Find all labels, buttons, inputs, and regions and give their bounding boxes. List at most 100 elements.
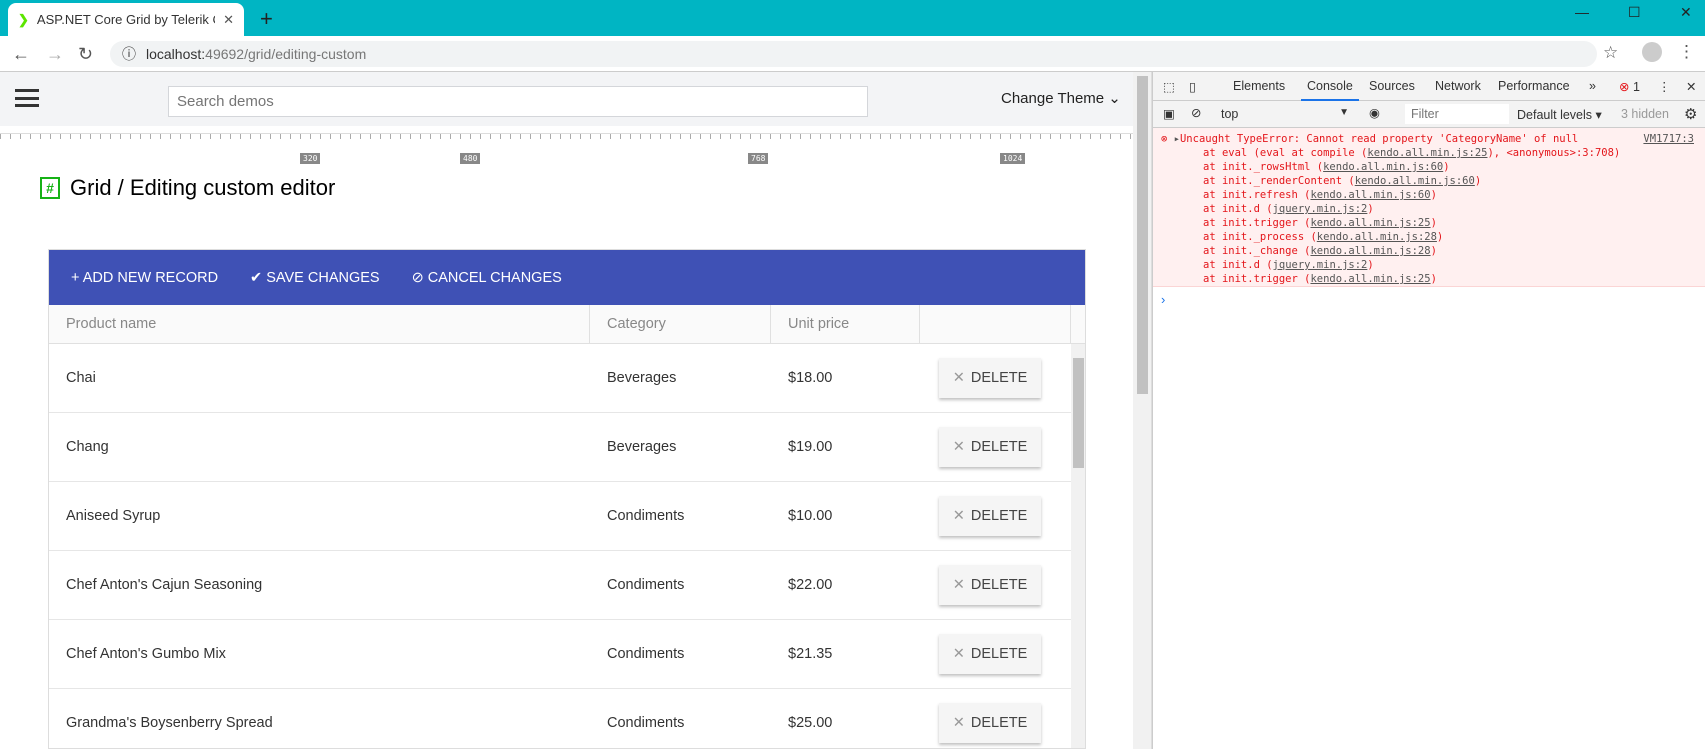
frame-link[interactable]: kendo.all.min.js:25 — [1367, 147, 1488, 159]
delete-button[interactable]: ✕ DELETE — [939, 703, 1041, 743]
levels-label: Default levels — [1517, 108, 1593, 122]
column-header-product-name[interactable]: Product name — [49, 305, 590, 344]
clear-console-icon[interactable]: ⊘ — [1191, 106, 1202, 120]
frame-text: at init.trigger ( — [1203, 273, 1311, 285]
frame-link[interactable]: kendo.all.min.js:60 — [1354, 175, 1475, 187]
table-row[interactable]: Grandma's Boysenberry Spread Condiments … — [49, 689, 1071, 748]
add-new-record-button[interactable]: + ADD NEW RECORD — [71, 270, 218, 286]
page-scrollbar-thumb[interactable] — [1137, 76, 1148, 394]
table-row[interactable]: Chef Anton's Gumbo Mix Condiments $21.35… — [49, 620, 1071, 689]
inspect-element-icon[interactable]: ⬚ — [1163, 80, 1175, 94]
product-name-cell: Grandma's Boysenberry Spread — [66, 715, 273, 731]
tab-performance[interactable]: Performance — [1498, 79, 1570, 93]
url-bar[interactable]: ⓘ localhost:49692/grid/editing-custom — [110, 41, 1597, 67]
delete-button[interactable]: ✕ DELETE — [939, 634, 1041, 674]
frame-text: at init._change ( — [1203, 245, 1311, 257]
error-headline[interactable]: ⊗ ▸Uncaught TypeError: Cannot read prope… — [1153, 132, 1705, 146]
devtools-menu-icon[interactable]: ⋮ — [1658, 80, 1671, 94]
minimize-icon[interactable]: — — [1575, 4, 1589, 20]
table-row[interactable]: Chang Beverages $19.00 ✕ DELETE — [49, 413, 1071, 482]
forward-icon[interactable]: → — [46, 44, 64, 64]
tab-strip: ❯ ASP.NET Core Grid by Telerik Cus ✕ + —… — [0, 0, 1705, 36]
frame-suffix: ) — [1443, 161, 1450, 173]
cancel-changes-button[interactable]: ⊘ CANCEL CHANGES — [412, 270, 562, 286]
frame-suffix: ) — [1436, 231, 1444, 243]
grid-scrollbar-thumb[interactable] — [1073, 358, 1084, 468]
category-cell: Condiments — [607, 646, 685, 662]
chevron-down-icon: ⌄ — [1108, 90, 1121, 107]
delete-label: DELETE — [970, 646, 1028, 662]
tab-sources[interactable]: Sources — [1369, 79, 1415, 93]
delete-label: DELETE — [970, 715, 1028, 731]
bookmark-star-icon[interactable]: ☆ — [1603, 43, 1619, 62]
frame-suffix: ) — [1430, 189, 1437, 201]
close-window-icon[interactable]: ✕ — [1680, 4, 1692, 20]
close-devtools-icon[interactable]: ✕ — [1686, 80, 1697, 94]
delete-button[interactable]: ✕ DELETE — [939, 358, 1041, 398]
context-select[interactable]: top ▼ — [1221, 107, 1349, 121]
frame-link[interactable]: kendo.all.min.js:28 — [1316, 231, 1437, 243]
live-expression-eye-icon[interactable]: ◉ — [1369, 106, 1380, 120]
search-input[interactable] — [168, 86, 868, 117]
back-icon[interactable]: ← — [12, 44, 30, 64]
reload-icon[interactable]: ↻ — [78, 44, 94, 64]
frame-suffix: ) — [1430, 217, 1437, 229]
table-row[interactable]: Chai Beverages $18.00 ✕ DELETE — [49, 344, 1071, 413]
delete-button[interactable]: ✕ DELETE — [939, 496, 1041, 536]
cancel-label: CANCEL CHANGES — [427, 269, 562, 286]
close-tab-icon[interactable]: ✕ — [223, 11, 234, 27]
frame-link[interactable]: jquery.min.js:2 — [1272, 259, 1368, 271]
tab-elements[interactable]: Elements — [1233, 79, 1286, 93]
stack-frame: at init._rowsHtml (kendo.all.min.js:60) — [1153, 160, 1705, 174]
unit-price-cell: $21.35 — [788, 646, 833, 662]
hamburger-menu-icon[interactable] — [15, 89, 39, 107]
stack-frame: at init._renderContent (kendo.all.min.js… — [1153, 174, 1705, 188]
delete-button[interactable]: ✕ DELETE — [939, 427, 1041, 467]
maximize-icon[interactable]: ☐ — [1628, 4, 1641, 20]
frame-suffix: ) — [1430, 245, 1437, 257]
new-tab-button[interactable]: + — [260, 6, 273, 31]
console-prompt[interactable]: › — [1161, 292, 1166, 307]
demo-header: Change Theme ⌄ — [0, 72, 1133, 126]
error-count-badge[interactable]: ⊗ 1 — [1619, 79, 1640, 94]
unit-price-cell: $19.00 — [788, 439, 833, 455]
error-text: Uncaught TypeError: Cannot read property… — [1179, 133, 1579, 145]
grid-scrollbar[interactable] — [1071, 344, 1085, 748]
settings-gear-icon[interactable]: ⚙ — [1684, 106, 1698, 123]
table-row[interactable]: Chef Anton's Cajun Seasoning Condiments … — [49, 551, 1071, 620]
frame-link[interactable]: kendo.all.min.js:25 — [1310, 273, 1431, 285]
frame-link[interactable]: kendo.all.min.js:60 — [1310, 189, 1431, 201]
stack-frame: at init.trigger (kendo.all.min.js:25) — [1153, 216, 1705, 230]
save-changes-button[interactable]: ✔ SAVE CHANGES — [250, 270, 380, 286]
more-tabs-icon[interactable]: » — [1589, 79, 1596, 93]
tab-network[interactable]: Network — [1435, 79, 1481, 93]
page-content: Change Theme ⌄ 320 480 768 1024 # Grid /… — [0, 72, 1133, 749]
save-label: SAVE CHANGES — [266, 269, 380, 286]
frame-link[interactable]: kendo.all.min.js:25 — [1310, 217, 1431, 229]
change-theme-button[interactable]: Change Theme ⌄ — [1001, 89, 1121, 107]
tab-console[interactable]: Console — [1301, 79, 1359, 101]
delete-button[interactable]: ✕ DELETE — [939, 565, 1041, 605]
ruler-label: 320 — [300, 153, 321, 164]
frame-link[interactable]: kendo.all.min.js:60 — [1323, 161, 1444, 173]
frame-link[interactable]: jquery.min.js:2 — [1272, 203, 1368, 215]
log-levels-select[interactable]: Default levels ▾ — [1517, 108, 1602, 122]
table-row[interactable]: Aniseed Syrup Condiments $10.00 ✕ DELETE — [49, 482, 1071, 551]
expand-triangle-icon[interactable]: ▸ — [1173, 133, 1180, 145]
device-toolbar-icon[interactable]: ▯ — [1189, 80, 1196, 94]
info-icon[interactable]: ⓘ — [122, 46, 136, 62]
console-filter-input[interactable] — [1405, 104, 1509, 124]
column-header-unit-price[interactable]: Unit price — [771, 305, 920, 344]
menu-icon[interactable]: ⋮ — [1678, 42, 1695, 61]
product-name-cell: Chef Anton's Gumbo Mix — [66, 646, 226, 662]
grid-toolbar: + ADD NEW RECORD ✔ SAVE CHANGES ⊘ CANCEL… — [49, 250, 1085, 305]
page-scrollbar[interactable] — [1133, 72, 1152, 749]
profile-avatar[interactable] — [1642, 42, 1662, 62]
frame-link[interactable]: kendo.all.min.js:28 — [1310, 245, 1431, 257]
stack-frame: at init.d (jquery.min.js:2) — [1153, 258, 1705, 272]
column-header-category[interactable]: Category — [590, 305, 771, 344]
sidebar-toggle-icon[interactable]: ▣ — [1163, 107, 1175, 121]
console-error-message: ⊗ ▸Uncaught TypeError: Cannot read prope… — [1153, 128, 1705, 287]
browser-tab[interactable]: ❯ ASP.NET Core Grid by Telerik Cus ✕ — [8, 3, 244, 36]
error-source-link[interactable]: VM1717:3 — [1643, 133, 1694, 145]
